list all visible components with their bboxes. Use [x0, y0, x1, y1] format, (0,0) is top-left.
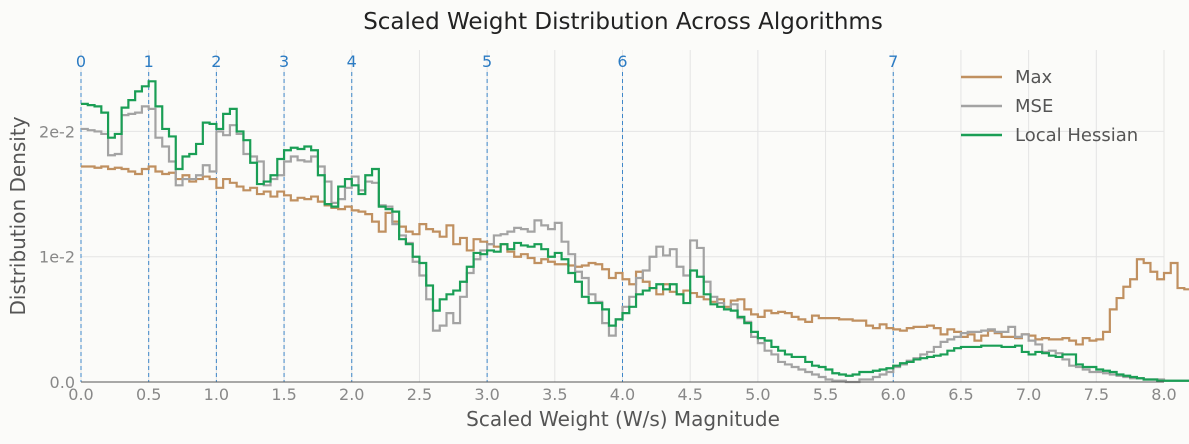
x-tick-label: 1.5	[271, 385, 296, 404]
x-tick-label: 7.5	[1084, 385, 1109, 404]
y-axis-label: Distribution Density	[6, 116, 30, 315]
x-tick-label: 0.5	[136, 385, 161, 404]
reference-line-label: 4	[347, 52, 357, 71]
y-tick-label: 2e-2	[39, 122, 75, 141]
legend-label: MSE	[1015, 96, 1053, 117]
reference-line-label: 7	[888, 52, 898, 71]
reference-line-label: 6	[617, 52, 627, 71]
series-line-mse	[81, 105, 1189, 384]
y-tick-labels: 0.0 1e-2 2e-2	[39, 122, 75, 392]
y-tick-label: 1e-2	[39, 248, 75, 267]
x-tick-label: 2.0	[339, 385, 364, 404]
x-tick-label: 0.0	[68, 385, 93, 404]
legend-label: Local Hessian	[1015, 125, 1138, 146]
reference-line-label: 5	[482, 52, 492, 71]
reference-line-label: 3	[279, 52, 289, 71]
x-tick-label: 7.0	[1016, 385, 1041, 404]
legend: Max MSE Local Hessian	[961, 67, 1138, 146]
series-layer	[81, 80, 1189, 384]
x-tick-label: 5.5	[813, 385, 838, 404]
series-line-local-hessian	[81, 80, 1189, 382]
chart-title: Scaled Weight Distribution Across Algori…	[363, 9, 883, 35]
x-tick-labels: 0.0 0.5 1.0 1.5 2.0 2.5 3.0 3.5 4.0 4.5 5.0 5.5 6.0 6…	[68, 385, 1176, 404]
y-tick-label: 0.0	[50, 373, 75, 392]
series-line-max	[81, 165, 1189, 346]
reference-line-label: 1	[144, 52, 154, 71]
x-axis-label: Scaled Weight (W/s) Magnitude	[466, 407, 780, 431]
x-tick-label: 3.5	[542, 385, 567, 404]
x-tick-label: 1.0	[204, 385, 229, 404]
x-tick-label: 5.0	[745, 385, 770, 404]
x-tick-label: 3.0	[474, 385, 499, 404]
x-tick-label: 8.0	[1151, 385, 1176, 404]
x-tick-label: 6.0	[881, 385, 906, 404]
x-tick-label: 6.5	[948, 385, 973, 404]
x-tick-label: 4.5	[677, 385, 702, 404]
x-tick-label: 4.0	[610, 385, 635, 404]
legend-label: Max	[1015, 67, 1053, 88]
reference-line-label: 2	[211, 52, 221, 71]
reference-line-label: 0	[76, 52, 86, 71]
reference-lines: 0 1 2 3 4 5 6 7	[76, 52, 898, 382]
x-tick-label: 2.5	[407, 385, 432, 404]
